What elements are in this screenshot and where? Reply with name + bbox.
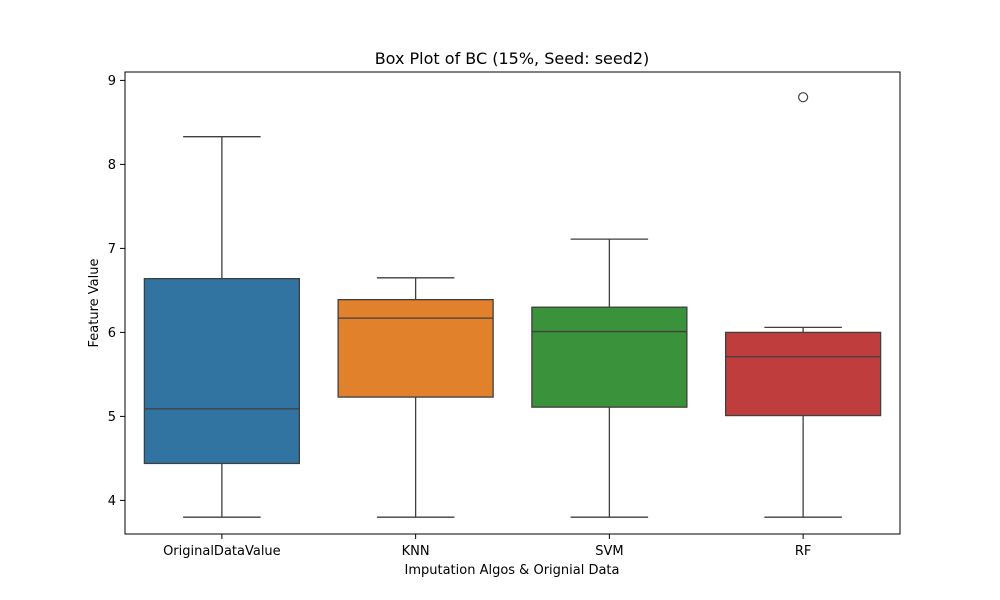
box-rf (724, 92, 882, 518)
box-iqr (531, 306, 688, 408)
x-tick-label: OriginalDataValue (163, 544, 281, 559)
y-tick-label: 7 (108, 242, 116, 257)
box-iqr (337, 298, 494, 398)
y-tick-label: 8 (108, 158, 116, 173)
x-tick-label: RF (795, 544, 812, 559)
plot-area (143, 92, 882, 518)
box-svm (531, 238, 688, 518)
box-originaldatavalue (143, 136, 301, 518)
y-axis: 4 5 6 7 8 9 (108, 74, 125, 509)
y-tick-label: 6 (108, 326, 116, 341)
box-knn (337, 277, 494, 518)
x-tick-label: KNN (402, 544, 430, 559)
x-tick-label: SVM (595, 544, 623, 559)
x-axis-label: Imputation Algos & Orignial Data (404, 563, 619, 578)
y-tick-label: 4 (108, 494, 116, 509)
box-iqr (724, 331, 882, 417)
chart-title: Box Plot of BC (15%, Seed: seed2) (375, 49, 650, 68)
plot-frame (124, 71, 901, 535)
x-axis: OriginalDataValue KNN SVM RF (163, 534, 811, 559)
box-iqr (143, 277, 301, 465)
y-axis-label: Feature Value (87, 259, 102, 348)
y-tick-label: 9 (108, 74, 116, 89)
y-tick-label: 5 (108, 410, 116, 425)
outlier-point (798, 92, 809, 103)
